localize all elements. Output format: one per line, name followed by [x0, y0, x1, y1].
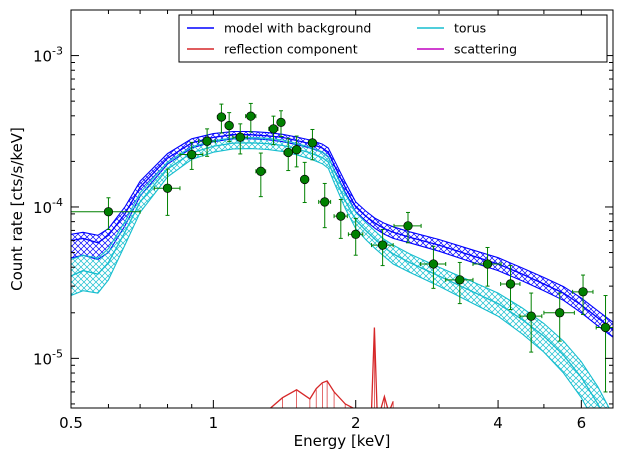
- data-marker: [555, 308, 565, 318]
- data-point: [543, 292, 575, 342]
- torus-band-lower: [71, 148, 588, 408]
- torus-band: [71, 137, 610, 408]
- y-tick-label: 10-5: [33, 347, 63, 368]
- data-point: [71, 197, 141, 230]
- data-marker: [351, 229, 361, 239]
- data-marker: [600, 322, 611, 333]
- x-tick-label: 1: [209, 414, 219, 432]
- data-marker: [377, 240, 388, 250]
- model-with-background-band-upper: [71, 130, 613, 323]
- axis-ticks: 0.5 1 2 4 6 10-5 10-4 10-3: [33, 9, 614, 432]
- data-marker: [455, 275, 465, 285]
- data-marker: [202, 136, 212, 146]
- y-axis-label: Count rate [cts/s/keV]: [8, 127, 26, 291]
- y-tick-label: 10-3: [33, 45, 63, 66]
- data-point: [333, 199, 348, 239]
- legend-label-torus: torus: [454, 21, 486, 36]
- model-with-background-band: [71, 131, 613, 338]
- data-marker: [268, 124, 279, 134]
- data-marker: [403, 221, 413, 231]
- data-marker: [283, 147, 293, 158]
- data-marker: [300, 174, 310, 185]
- data-marker: [256, 166, 266, 176]
- data-marker: [428, 259, 439, 269]
- x-tick-label: 4: [493, 414, 503, 432]
- x-tick-label: 0.5: [59, 414, 83, 432]
- data-marker: [224, 120, 234, 131]
- data-marker: [336, 211, 346, 221]
- data-marker: [276, 117, 286, 128]
- data-point: [419, 245, 447, 289]
- data-point: [347, 217, 364, 256]
- data-point: [197, 128, 216, 157]
- data-point: [255, 152, 267, 198]
- legend: model with background torus reflection com…: [178, 14, 608, 63]
- data-marker: [187, 149, 197, 160]
- y-tick-label: 10-4: [33, 196, 63, 217]
- data-point: [307, 128, 318, 161]
- data-point: [224, 112, 234, 143]
- data-point: [283, 137, 293, 172]
- x-axis-label: Energy [keV]: [294, 432, 391, 450]
- data-point: [393, 211, 422, 244]
- data-point: [445, 261, 474, 305]
- data-marker: [482, 259, 493, 269]
- data-marker: [320, 197, 330, 207]
- x-tick-label: 2: [351, 414, 361, 432]
- data-point: [519, 292, 543, 353]
- data-point: [318, 182, 332, 229]
- data-point: [268, 115, 279, 146]
- data-point: [276, 110, 286, 138]
- data-marker: [291, 145, 302, 155]
- data-marker: [162, 183, 173, 193]
- data-point: [572, 274, 594, 315]
- data-point: [245, 102, 257, 133]
- plot-area: [71, 102, 613, 408]
- data-point: [595, 295, 613, 393]
- data-point: [371, 228, 394, 267]
- data-marker: [505, 279, 516, 289]
- data-point: [179, 141, 204, 170]
- data-point: [472, 246, 502, 287]
- data-point: [153, 168, 181, 216]
- data-marker: [216, 112, 227, 122]
- reflection-component-line: [269, 327, 394, 408]
- data-marker: [246, 111, 256, 121]
- legend-box: [178, 14, 608, 63]
- data-point: [291, 135, 302, 168]
- plot-frame: [70, 9, 614, 409]
- model-with-background-line: [71, 134, 613, 331]
- data-marker: [578, 287, 588, 297]
- data-point: [232, 123, 248, 155]
- data-marker: [103, 207, 114, 217]
- torus-line: [71, 142, 601, 408]
- legend-label-model-with-background: model with background: [224, 21, 371, 36]
- legend-label-scattering: scattering: [454, 42, 517, 57]
- legend-label-reflection-component: reflection component: [224, 42, 358, 57]
- x-tick-label: 6: [577, 414, 587, 432]
- data-marker: [526, 311, 536, 321]
- data-point: [216, 103, 227, 134]
- data-marker: [235, 132, 245, 142]
- data-point: [500, 265, 521, 311]
- data-point: [300, 161, 310, 204]
- data-marker: [307, 138, 318, 148]
